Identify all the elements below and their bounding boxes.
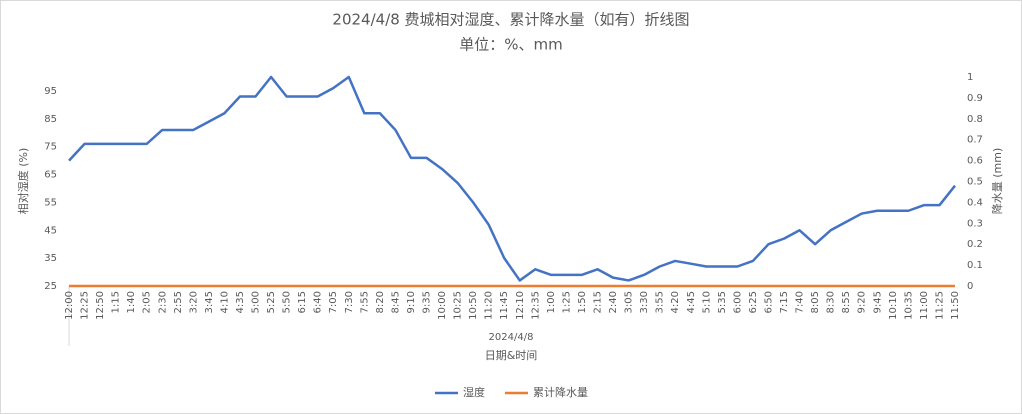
x-tick-label: 6:50 [763, 291, 774, 313]
legend-label: 湿度 [463, 385, 485, 399]
x-tick-label: 8:05 [810, 291, 821, 313]
x-tick-label: 7:55 [359, 291, 370, 313]
y-tick-label: 85 [44, 114, 57, 125]
x-tick-label: 1:50 [577, 291, 588, 313]
y2-tick-label: 0.4 [967, 197, 983, 208]
x-tick-label: 12:10 [515, 291, 526, 320]
y-tick-label: 65 [44, 170, 57, 181]
x-tick-label: 8:30 [826, 291, 837, 313]
x-tick-label: 11:45 [499, 291, 510, 320]
x-tick-label: 12:50 [95, 291, 106, 320]
x-tick-label: 1:00 [546, 291, 557, 313]
x-tick-label: 8:55 [841, 291, 852, 313]
x-tick-label: 2:30 [157, 291, 168, 313]
x-tick-label: 10:50 [468, 291, 479, 320]
y2-tick-label: 0.8 [967, 114, 983, 125]
x-tick-label: 4:20 [670, 291, 681, 313]
x-tick-label: 7:15 [779, 291, 790, 313]
legend-label: 累计降水量 [533, 385, 588, 399]
x-tick-label: 11:25 [934, 291, 945, 320]
x-tick-label: 4:35 [235, 291, 246, 313]
x-tick-label: 11:00 [919, 291, 930, 320]
x-tick-label: 9:45 [872, 291, 883, 313]
y2-tick-label: 0 [967, 281, 973, 292]
chart-title: 2024/4/8 费城相对湿度、累计降水量（如有）折线图 [332, 11, 689, 29]
x-tick-label: 2:40 [608, 291, 619, 313]
y-axis-label: 相对湿度 (%) [16, 148, 30, 215]
y2-tick-label: 0.7 [967, 135, 983, 146]
y2-tick-label: 0.5 [967, 177, 983, 188]
x-tick-label: 3:30 [639, 291, 650, 313]
x-tick-label: 3:45 [204, 291, 215, 313]
x-tick-label: 3:20 [188, 291, 199, 313]
x-group-label: 2024/4/8 [489, 332, 534, 343]
x-tick-label: 9:20 [857, 291, 868, 313]
x-tick-label: 5:50 [282, 291, 293, 313]
x-tick-label: 2:55 [173, 291, 184, 313]
x-tick-label: 1:15 [111, 291, 122, 313]
y2-tick-label: 1 [967, 72, 973, 83]
x-tick-label: 8:20 [375, 291, 386, 313]
y2-tick-label: 0.9 [967, 93, 983, 104]
x-tick-label: 7:05 [328, 291, 339, 313]
x-tick-label: 12:00 [64, 291, 75, 320]
x-tick-label: 4:10 [219, 291, 230, 313]
x-tick-label: 3:05 [624, 291, 635, 313]
x-tick-label: 6:00 [732, 291, 743, 313]
x-tick-label: 7:40 [795, 291, 806, 313]
chart-subtitle: 单位：%、mm [459, 36, 562, 54]
x-tick-label: 7:30 [344, 291, 355, 313]
x-tick-label: 9:35 [422, 291, 433, 313]
x-tick-label: 8:45 [390, 291, 401, 313]
x-tick-label: 11:20 [484, 291, 495, 320]
x-tick-label: 5:10 [701, 291, 712, 313]
x-tick-label: 5:00 [251, 291, 262, 313]
x-tick-label: 10:10 [888, 291, 899, 320]
x-tick-label: 3:55 [655, 291, 666, 313]
x-tick-label: 1:25 [561, 291, 572, 313]
x-tick-label: 10:35 [903, 291, 914, 320]
y2-tick-label: 0.6 [967, 156, 983, 167]
x-tick-label: 6:15 [297, 291, 308, 313]
x-tick-label: 12:25 [80, 291, 91, 320]
y2-tick-label: 0.2 [967, 239, 983, 250]
x-tick-label: 6:40 [313, 291, 324, 313]
y-tick-label: 75 [44, 142, 57, 153]
x-tick-label: 2:15 [592, 291, 603, 313]
y-tick-label: 95 [44, 86, 57, 97]
x-tick-label: 2:05 [142, 291, 153, 313]
x-axis-label: 日期&时间 [485, 349, 538, 362]
x-tick-label: 12:35 [530, 291, 541, 320]
y2-tick-label: 0.3 [967, 218, 983, 229]
x-tick-label: 6:25 [748, 291, 759, 313]
y-tick-label: 25 [44, 281, 57, 292]
x-tick-label: 10:00 [437, 291, 448, 320]
x-tick-label: 10:25 [453, 291, 464, 320]
x-tick-label: 5:35 [717, 291, 728, 313]
x-tick-label: 11:50 [950, 291, 961, 320]
x-tick-label: 5:25 [266, 291, 277, 313]
y2-tick-label: 0.1 [967, 260, 983, 271]
x-tick-label: 4:45 [686, 291, 697, 313]
y-tick-label: 45 [44, 225, 57, 236]
x-tick-label: 1:40 [126, 291, 137, 313]
x-tick-label: 9:10 [406, 291, 417, 313]
y2-axis-label: 降水量 (mm) [990, 148, 1004, 215]
y-tick-label: 35 [44, 253, 57, 264]
data-line [68, 75, 956, 282]
y-tick-label: 55 [44, 197, 57, 208]
